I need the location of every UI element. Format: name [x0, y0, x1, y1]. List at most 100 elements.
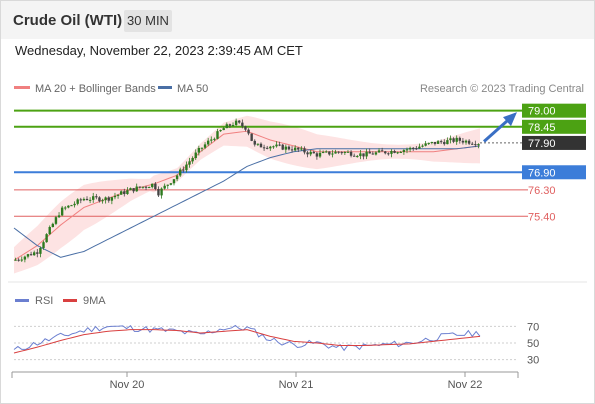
candle-body	[48, 227, 51, 235]
candle-body	[461, 140, 465, 143]
candle-body	[98, 197, 101, 202]
candle-body	[95, 196, 98, 198]
candle-body	[377, 150, 381, 153]
candle-body	[219, 130, 222, 132]
forecast-arrow-shaft	[483, 119, 509, 143]
candle-body	[430, 141, 434, 143]
candle-body	[300, 148, 303, 150]
candle-body	[64, 207, 67, 209]
ma20-legend-swatch	[14, 86, 30, 89]
candle-body	[79, 199, 82, 201]
candle-body	[408, 147, 412, 150]
rsi_ma-line	[13, 329, 481, 354]
candle-body	[352, 155, 356, 157]
candle-body	[20, 259, 23, 261]
candle-body	[163, 185, 166, 189]
candle-body	[250, 133, 253, 141]
rsi-tick-70: 70	[527, 321, 539, 333]
candle-body	[290, 149, 294, 151]
candle-body	[346, 151, 350, 153]
candle-body	[390, 150, 393, 154]
candle-body	[185, 164, 188, 171]
candle-body	[331, 153, 334, 155]
candle-body	[182, 169, 185, 171]
candle-body	[368, 151, 371, 154]
candle-body	[405, 149, 409, 151]
candle-body	[343, 151, 347, 153]
candle-body	[116, 194, 120, 196]
candle-body	[179, 169, 182, 176]
candle-body	[67, 205, 70, 208]
candle-body	[421, 145, 424, 147]
candle-body	[474, 144, 477, 146]
bollinger-band	[14, 115, 480, 274]
candle-body	[197, 147, 201, 153]
candle-body	[384, 151, 387, 154]
x-tick-label: Nov 20	[110, 379, 145, 391]
candle-body	[213, 138, 216, 140]
candle-body	[172, 179, 176, 184]
level-box-78-45	[522, 119, 586, 134]
candle-body	[85, 198, 89, 201]
candle-body	[160, 188, 163, 196]
candle-body	[449, 138, 452, 141]
candle-body	[309, 151, 312, 155]
candle-body	[194, 152, 197, 159]
candle-body	[471, 143, 474, 145]
candle-body	[269, 146, 272, 149]
candle-body	[119, 191, 123, 195]
candle-body	[349, 151, 353, 156]
candle-body	[247, 129, 250, 134]
candle-body	[433, 141, 437, 144]
candle-body	[39, 247, 42, 254]
candle-body	[82, 198, 86, 201]
candle-body	[26, 254, 30, 257]
candle-body	[228, 124, 232, 126]
candle-body	[306, 152, 309, 155]
candle-body	[151, 183, 154, 188]
candle-body	[45, 234, 48, 243]
candle-body	[154, 183, 157, 189]
rsi-legend-label: RSI	[35, 295, 53, 307]
candle-body	[293, 147, 297, 151]
candle-body	[147, 187, 151, 189]
candle-body	[253, 140, 256, 145]
candle-body	[166, 184, 169, 186]
candle-body	[169, 183, 173, 185]
candle-body	[328, 151, 331, 155]
candle-body	[92, 196, 95, 200]
candle-body	[458, 137, 462, 141]
candle-body	[371, 153, 375, 155]
timeframe-badge[interactable]: 30 MIN	[124, 10, 172, 32]
candle-body	[281, 144, 284, 150]
level-label-76-30: 76.30	[528, 185, 556, 197]
candle-body	[73, 203, 76, 206]
candle-body	[135, 186, 138, 192]
candle-body	[32, 252, 36, 256]
candle-body	[200, 147, 204, 149]
candle-body	[455, 137, 458, 142]
candle-body	[157, 188, 160, 196]
candle-body	[439, 141, 443, 143]
candle-body	[387, 153, 390, 155]
x-tick-label: Nov 22	[448, 379, 483, 391]
candle-body	[88, 199, 92, 201]
candle-body	[312, 151, 315, 154]
rsi-legend-swatch	[15, 299, 29, 302]
candle-body	[399, 152, 402, 154]
candle-body	[104, 197, 107, 201]
candle-body	[57, 215, 61, 218]
candle-body	[17, 259, 20, 261]
candle-body	[356, 156, 359, 158]
candle-body	[315, 153, 319, 157]
candle-body	[129, 188, 132, 191]
candle-body	[303, 148, 306, 153]
candle-body	[418, 146, 421, 149]
candle-body	[113, 195, 117, 198]
candle-body	[216, 131, 219, 139]
candle-body	[359, 153, 362, 157]
candle-body	[284, 146, 288, 150]
candle-body	[76, 199, 79, 204]
candle-body	[191, 158, 194, 162]
